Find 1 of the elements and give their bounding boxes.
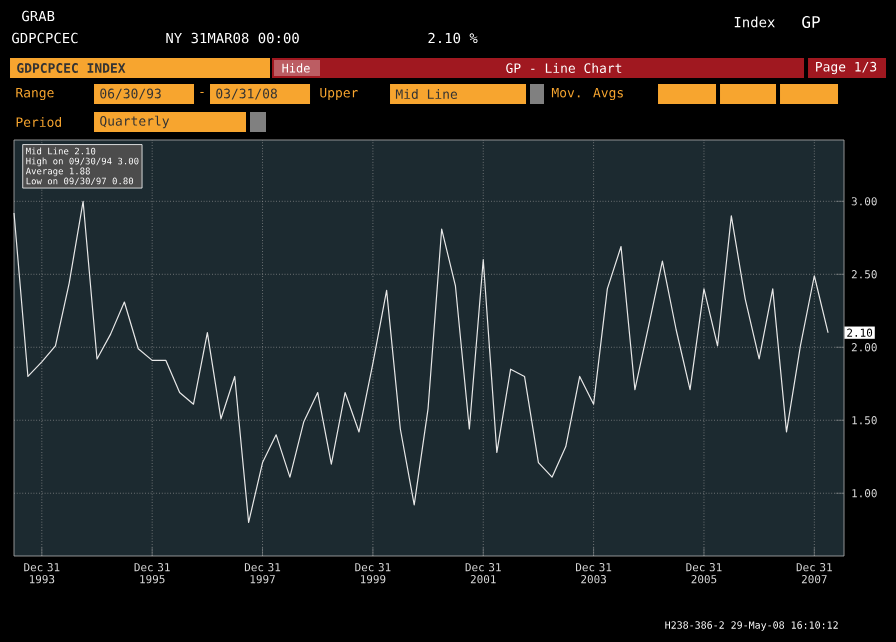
line-series xyxy=(13,200,829,524)
